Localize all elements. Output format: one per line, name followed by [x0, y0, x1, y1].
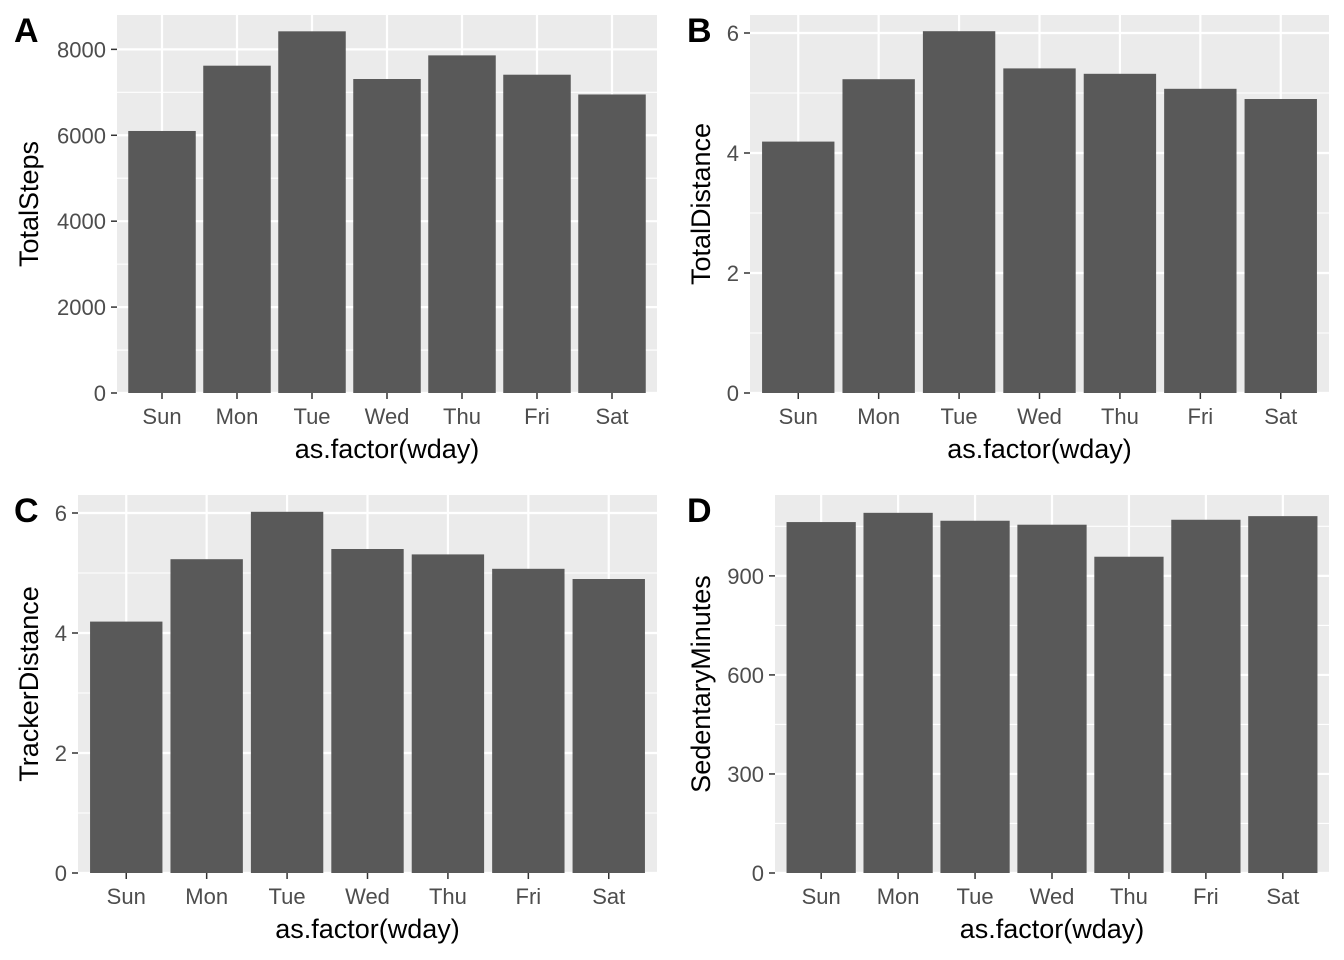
bar-sun: [786, 522, 856, 873]
x-tick-label: Sat: [592, 884, 625, 909]
bar-tue: [278, 31, 346, 394]
y-tick-label: 2000: [57, 295, 106, 320]
x-tick-label: Sat: [1264, 404, 1297, 429]
x-tick-label: Wed: [1017, 404, 1062, 429]
x-tick-label: Wed: [345, 884, 390, 909]
bar-fri: [1164, 88, 1237, 394]
x-tick-label: Thu: [1110, 884, 1148, 909]
y-tick-label: 0: [94, 381, 106, 406]
x-tick-label: Sat: [1266, 884, 1299, 909]
y-tick-label: 0: [55, 861, 67, 886]
bar-sun: [762, 141, 835, 393]
x-tick-label: Thu: [1101, 404, 1139, 429]
panel-d: 0 300 600 900 Sun Mon Tue Wed Thu Fri Sat as.factor…: [686, 492, 1329, 944]
y-tick-label: 2: [55, 741, 67, 766]
bar-wed: [331, 549, 404, 873]
y-tick-label: 8000: [57, 37, 106, 62]
panel-b: 0 2 4 6 Sun Mon Tue Wed Thu Fri Sat as.factor(wday)…: [686, 12, 1329, 464]
bar-sat: [578, 94, 646, 393]
bar-thu: [428, 55, 496, 394]
x-axis-title: as.factor(wday): [947, 434, 1132, 464]
y-tick-label: 0: [727, 381, 739, 406]
bar-wed: [353, 79, 421, 394]
bar-mon: [842, 79, 915, 393]
x-tick-label: Sun: [802, 884, 841, 909]
bar-mon: [170, 559, 243, 873]
x-tick-label: Mon: [185, 884, 228, 909]
y-tick-label: 0: [752, 861, 764, 886]
x-tick-label: Tue: [269, 884, 306, 909]
x-tick-label: Sun: [107, 884, 146, 909]
bar-sat: [572, 579, 645, 873]
panel-tag-label: B: [687, 12, 712, 50]
y-tick-label: 6: [727, 21, 739, 46]
y-axis-title: TotalSteps: [14, 141, 44, 267]
y-tick-label: 4: [727, 141, 739, 166]
y-tick-label: 2: [727, 261, 739, 286]
x-tick-label: Fri: [1193, 884, 1219, 909]
panel-tag-label: D: [687, 492, 712, 530]
bar-tue: [940, 520, 1010, 873]
x-tick-label: Tue: [293, 404, 330, 429]
x-tick-label: Fri: [516, 884, 542, 909]
bar-fri: [1171, 519, 1241, 873]
panel-tag-label: A: [14, 12, 39, 50]
bar-thu: [411, 554, 485, 873]
x-axis-title: as.factor(wday): [960, 914, 1145, 944]
y-axis-title: TrackerDistance: [14, 586, 44, 782]
bar-tue: [922, 31, 996, 393]
y-tick-label: 6000: [57, 123, 106, 148]
x-tick-label: Fri: [1188, 404, 1214, 429]
bar-sun: [128, 130, 196, 393]
x-tick-label: Mon: [216, 404, 259, 429]
bar-tue: [250, 511, 324, 873]
x-axis-title: as.factor(wday): [295, 434, 480, 464]
bar-fri: [492, 568, 565, 873]
x-tick-label: Fri: [524, 404, 550, 429]
bar-thu: [1094, 556, 1164, 873]
bar-wed: [1003, 68, 1076, 394]
y-axis-title: TotalDistance: [686, 123, 716, 285]
x-tick-label: Mon: [857, 404, 900, 429]
x-axis-title: as.factor(wday): [275, 914, 460, 944]
x-tick-label: Tue: [941, 404, 978, 429]
bar-sun: [90, 621, 163, 873]
x-tick-label: Wed: [365, 404, 410, 429]
y-tick-label: 4000: [57, 209, 106, 234]
panel-c: 0 2 4 6 Sun Mon Tue Wed Thu Fri Sat as.factor(wday)…: [14, 492, 657, 944]
y-tick-label: 900: [727, 564, 764, 589]
x-tick-label: Thu: [443, 404, 481, 429]
y-axis-title: SedentaryMinutes: [686, 575, 716, 793]
y-tick-label: 300: [727, 762, 764, 787]
y-tick-label: 6: [55, 501, 67, 526]
x-tick-label: Mon: [877, 884, 920, 909]
y-tick-label: 4: [55, 621, 67, 646]
bar-sat: [1244, 99, 1317, 393]
x-tick-label: Sun: [779, 404, 818, 429]
bar-fri: [503, 74, 571, 393]
bar-mon: [863, 512, 933, 873]
bar-thu: [1083, 73, 1157, 394]
x-tick-label: Sat: [595, 404, 628, 429]
bar-mon: [203, 65, 271, 393]
x-tick-label: Tue: [957, 884, 994, 909]
bar-wed: [1017, 524, 1087, 873]
panel-tag-label: C: [14, 492, 39, 530]
panel-a: 0 2000 4000 6000 8000 Sun Mon Tue Wed Thu Fri Sat as…: [14, 12, 657, 464]
x-tick-label: Sun: [142, 404, 181, 429]
bar-sat: [1248, 516, 1318, 873]
x-tick-label: Thu: [429, 884, 467, 909]
x-tick-label: Wed: [1030, 884, 1075, 909]
y-tick-label: 600: [727, 663, 764, 688]
